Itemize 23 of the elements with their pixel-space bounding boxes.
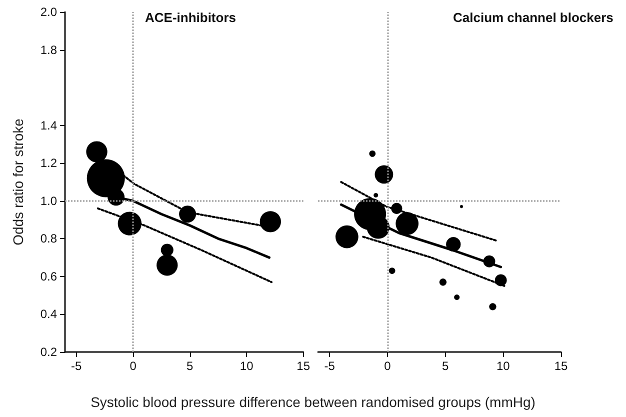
y-tick-label: 0.4 bbox=[40, 307, 58, 322]
y-tick-label: 0.2 bbox=[40, 345, 58, 359]
y-axis-title: Odds ratio for stroke bbox=[10, 118, 26, 246]
x-axis-title: Systolic blood pressure difference between randomised groups (mmHg) bbox=[90, 394, 536, 410]
x-tick-label: -5 bbox=[71, 359, 82, 373]
x-tick-label: 10 bbox=[240, 359, 254, 373]
chart-title: Calcium channel blockers bbox=[453, 10, 614, 25]
x-tick-label: 10 bbox=[496, 359, 510, 373]
y-tick-label: 1.8 bbox=[40, 42, 58, 57]
chart-title: ACE-inhibitors bbox=[145, 10, 236, 25]
x-tick-label: 15 bbox=[554, 359, 568, 373]
y-tick-label: 0.6 bbox=[40, 269, 58, 284]
x-tick-label: 0 bbox=[384, 359, 392, 373]
x-tick-label: 5 bbox=[442, 359, 449, 373]
x-tick-label: 0 bbox=[130, 359, 137, 373]
x-tick-label: -5 bbox=[324, 359, 336, 373]
y-tick-label: 2.0 bbox=[40, 5, 58, 19]
y-tick-label: 1.2 bbox=[40, 156, 58, 170]
y-tick-label: 1.4 bbox=[40, 118, 58, 132]
y-tick-label: 1.0 bbox=[40, 194, 58, 208]
x-tick-label: 5 bbox=[186, 359, 194, 373]
y-tick-label: 0.8 bbox=[40, 232, 58, 246]
x-tick-label: 15 bbox=[296, 359, 310, 373]
